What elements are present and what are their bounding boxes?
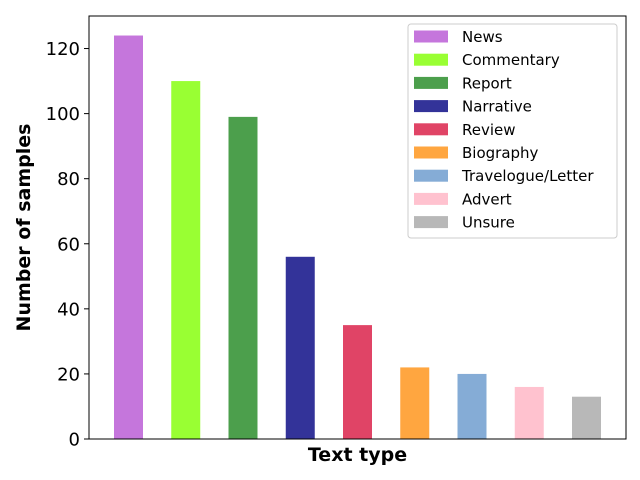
y-tick-label: 80 bbox=[57, 169, 80, 190]
legend-label: Unsure bbox=[462, 214, 515, 232]
bar-news bbox=[114, 35, 143, 440]
y-tick-label: 40 bbox=[57, 299, 80, 320]
y-tick-label: 0 bbox=[69, 430, 80, 451]
legend-swatch bbox=[414, 216, 448, 229]
legend-swatch bbox=[414, 192, 448, 205]
legend-label: Travelogue/Letter bbox=[461, 167, 594, 185]
y-tick-label: 120 bbox=[46, 39, 80, 60]
y-tick-label: 60 bbox=[57, 234, 80, 255]
y-tick-label: 100 bbox=[46, 104, 80, 125]
x-axis-label: Text type bbox=[308, 444, 407, 466]
legend-label: Commentary bbox=[462, 51, 560, 69]
bar-report bbox=[228, 116, 258, 439]
legend-swatch bbox=[414, 146, 448, 159]
bars bbox=[114, 35, 601, 440]
legend-box bbox=[407, 23, 618, 239]
bar-narrative bbox=[285, 256, 315, 439]
legend-label: News bbox=[462, 28, 503, 46]
plot-frame bbox=[88, 15, 627, 440]
legend-swatch bbox=[414, 30, 448, 43]
bar-biography bbox=[400, 367, 430, 439]
bar-travelogue-letter bbox=[457, 373, 487, 439]
legend-label: Advert bbox=[462, 190, 512, 208]
bar-review bbox=[343, 325, 372, 439]
y-axis-label: Number of samples bbox=[13, 124, 35, 332]
legend-swatch bbox=[414, 100, 448, 113]
bar-advert bbox=[514, 386, 544, 439]
legend-label: Report bbox=[462, 74, 512, 92]
legend-swatch bbox=[414, 169, 448, 182]
y-tick-label: 20 bbox=[57, 364, 80, 385]
legend-label: Review bbox=[462, 121, 516, 139]
legend-swatch bbox=[414, 53, 448, 66]
legend-label: Narrative bbox=[462, 98, 532, 116]
legend-label: Biography bbox=[462, 144, 539, 162]
bar-commentary bbox=[171, 81, 201, 440]
legend-swatch bbox=[414, 123, 448, 136]
bar-unsure bbox=[572, 396, 601, 439]
legend-swatch bbox=[414, 76, 448, 89]
y-axis: 0 20 40 60 80 100 120 bbox=[46, 39, 89, 451]
legend: News Commentary Report Narrative Review Biogr… bbox=[407, 23, 618, 239]
